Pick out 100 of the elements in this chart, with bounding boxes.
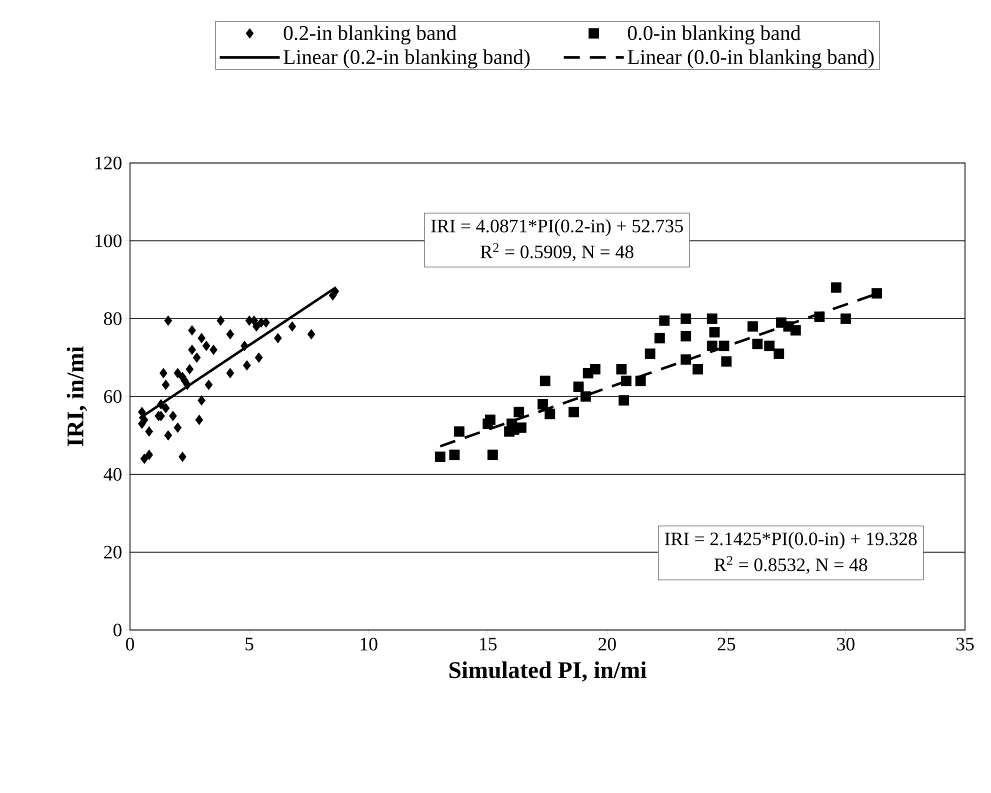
legend-label: 0.0-in blanking band [628,25,801,44]
point [202,340,210,352]
point [680,354,692,365]
annotation: R$^{2}$ = 0.5909, N = 48 [480,243,634,262]
point [659,315,670,326]
point [635,376,646,386]
point [274,332,282,344]
point [145,426,154,437]
point [692,364,704,374]
point [814,312,825,322]
point [709,327,720,338]
point [790,325,801,336]
point [245,315,254,326]
point [764,340,775,352]
x-tick-label: 5 [246,638,254,650]
point [138,406,146,418]
point [434,452,446,462]
point [616,364,627,374]
point [159,368,168,378]
point [145,450,154,460]
point [157,399,165,410]
x-tick-label: 20 [598,638,616,651]
point [540,376,550,386]
x-tick-label: 30 [837,638,854,651]
point [718,340,730,352]
x-tick-label: 0 [126,638,134,651]
point [164,315,172,326]
point [198,332,206,344]
point [180,376,189,386]
point [680,313,692,324]
point [174,422,182,433]
point [747,321,758,332]
y-tick-label: 100 [95,234,122,248]
point [164,430,172,441]
y-tick-label: 40 [104,468,122,481]
point [328,290,337,301]
x-tick-label: 25 [718,638,736,650]
point [706,340,718,352]
point [872,288,882,299]
point [162,402,170,414]
x-tick-label: 35 [956,638,974,650]
point [774,348,784,359]
point [454,426,464,437]
point [544,408,556,420]
point [240,340,248,352]
y-tick-label: 80 [104,312,122,326]
point [721,356,732,367]
point [210,344,218,355]
x-tick-label: 15 [480,638,497,650]
annotation: R$^{2}$ = 0.8532, N = 48 [714,556,868,574]
point [538,399,548,410]
point [706,313,718,324]
point [252,321,260,332]
point [226,329,234,340]
point [254,352,263,363]
point [568,406,579,418]
point [188,325,196,336]
point [162,380,170,390]
point [307,329,316,340]
point [449,450,460,460]
annotation: IRI = 2.1425*PI(0.0-in) + 19.328 [664,532,917,550]
annotation: IRI = 4.0871*PI(0.2-in) + 52.735 [431,219,683,236]
point [618,395,630,406]
point [195,414,204,426]
point [186,364,194,374]
point [174,368,182,378]
point [580,391,591,402]
point [204,380,213,390]
point [192,352,201,363]
point [168,410,177,422]
point [840,313,851,324]
point [621,376,632,386]
legend-label: Linear (0.2-in blanking band) [284,49,530,68]
point [288,321,296,332]
point [487,450,498,460]
point [514,406,524,418]
point [188,344,196,355]
point [140,454,148,464]
point [654,332,665,344]
x-tick-label: 10 [360,638,378,651]
point [590,364,600,374]
point [178,452,186,462]
point [644,348,656,359]
point [573,382,584,392]
y-tick-label: 0 [113,624,122,636]
point [752,338,763,350]
point [226,368,234,378]
legend-label: Linear (0.0-in blanking band) [628,49,874,68]
point [262,317,270,328]
point [198,395,206,406]
y-axis-title: IRI, in/mi [66,346,87,446]
point [242,360,251,371]
point [680,330,692,342]
legend-label: 0.2-in blanking band [284,25,456,44]
point [216,315,225,326]
y-tick-label: 60 [104,390,122,403]
x-axis-title: Simulated PI, in/mi [449,661,646,682]
y-tick-label: 20 [104,546,122,559]
y-tick-label: 120 [95,156,122,170]
point [830,282,842,293]
